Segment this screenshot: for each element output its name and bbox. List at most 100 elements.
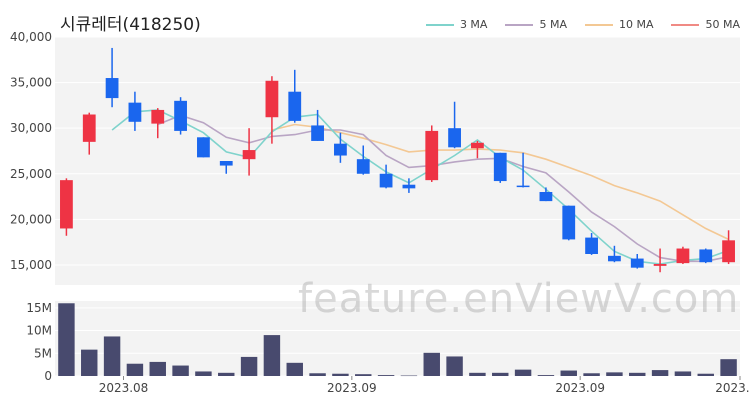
volume-series <box>58 303 737 377</box>
candle <box>82 112 96 155</box>
candle <box>197 137 210 158</box>
candle <box>151 108 165 139</box>
price-axis-ticks: 15,000 20,000 25,000 30,000 35,000 40,000 <box>10 30 52 272</box>
candle-body <box>699 249 713 263</box>
legend-item-ma50[interactable]: 50 MA <box>671 18 740 31</box>
price-tick-label: 25,000 <box>10 167 52 181</box>
legend: 3 MA 5 MA 10 MA 50 MA <box>425 18 740 31</box>
volume-bar <box>377 375 395 376</box>
candle <box>562 205 576 241</box>
candle <box>128 91 142 131</box>
volume-bar <box>423 352 440 376</box>
watermark: feature.enViewV.com <box>298 276 740 322</box>
date-tick-label: 2023.09 <box>327 381 377 395</box>
candle-body <box>197 137 210 158</box>
volume-bar <box>446 356 463 376</box>
candle-body <box>334 143 347 156</box>
candle-body <box>128 102 142 122</box>
candle <box>402 178 416 193</box>
candle <box>219 161 233 174</box>
moving-average-lines <box>111 109 729 265</box>
candle <box>653 248 667 273</box>
volume-bar <box>103 336 121 376</box>
candle <box>676 246 690 265</box>
volume-bar <box>560 370 577 376</box>
volume-gridlines <box>55 307 740 377</box>
volume-bar <box>720 359 737 376</box>
volume-bar <box>309 373 326 376</box>
candle <box>608 245 621 263</box>
candle-body <box>516 185 530 188</box>
volume-bar <box>651 370 669 376</box>
volume-bar <box>537 375 555 376</box>
candle-body <box>288 91 302 121</box>
candle-body <box>676 248 690 264</box>
legend-item-ma3[interactable]: 3 MA <box>425 18 487 31</box>
candle-body <box>60 180 73 229</box>
volume-bar <box>674 371 692 376</box>
legend-label-ma50: 50 MA <box>705 18 740 31</box>
ma3-line <box>111 109 729 265</box>
volume-tick-label: 15M <box>26 301 52 315</box>
candle <box>516 152 530 188</box>
candle-body <box>722 240 735 263</box>
candle-body <box>653 264 667 266</box>
legend-item-ma10[interactable]: 10 MA <box>584 18 654 31</box>
candle-body <box>105 78 119 99</box>
volume-bar <box>218 372 235 376</box>
candle <box>425 125 439 182</box>
candle-body <box>174 100 187 131</box>
candle <box>699 248 713 264</box>
price-tick-label: 40,000 <box>10 30 52 44</box>
candle-body <box>562 205 576 240</box>
legend-swatch-ma3 <box>425 23 454 26</box>
candle <box>471 140 484 159</box>
candle-body <box>630 258 644 268</box>
volume-bar <box>606 372 623 376</box>
date-axis-ticks: 2023.08 2023.09 2023.09 2023.10 <box>99 376 750 395</box>
candle <box>334 132 347 163</box>
candle <box>105 47 119 108</box>
price-tick-label: 35,000 <box>10 76 52 90</box>
candle <box>379 164 393 189</box>
volume-axis-ticks: 0 5M 10M 15M <box>26 301 52 383</box>
candle-body <box>242 150 256 160</box>
candle-body <box>539 192 553 202</box>
candle-body <box>585 237 598 254</box>
ma5-line <box>157 114 729 263</box>
volume-bar <box>172 365 189 376</box>
legend-label-ma10: 10 MA <box>618 18 654 31</box>
candle <box>265 76 279 144</box>
date-tick-label: 2023.10 <box>715 381 750 395</box>
volume-bar <box>195 371 212 376</box>
candle <box>60 178 73 236</box>
volume-bar <box>240 356 258 376</box>
price-gridlines <box>55 36 740 266</box>
volume-bar <box>514 369 532 376</box>
volume-bar <box>583 373 600 376</box>
candle <box>311 109 324 141</box>
candle-body <box>311 125 324 141</box>
candle-body <box>493 152 507 182</box>
candle <box>539 187 553 202</box>
legend-swatch-ma10 <box>584 23 613 26</box>
price-tick-label: 15,000 <box>10 258 52 272</box>
date-tick-label: 2023.09 <box>555 381 605 395</box>
volume-plot-background <box>55 301 740 376</box>
volume-bar <box>286 362 303 376</box>
price-tick-label: 20,000 <box>10 212 52 226</box>
volume-tick-label: 5M <box>34 346 52 360</box>
legend-label-ma5: 5 MA <box>539 18 567 31</box>
volume-bar <box>469 372 486 376</box>
volume-bar <box>126 363 144 376</box>
candle <box>630 254 644 269</box>
volume-bar <box>492 372 509 376</box>
legend-swatch-ma5 <box>505 23 534 26</box>
candle <box>493 152 507 183</box>
price-tick-label: 30,000 <box>10 121 52 135</box>
volume-bar <box>355 374 372 376</box>
legend-item-ma5[interactable]: 5 MA <box>505 18 567 31</box>
candle-body <box>425 130 439 181</box>
candle-body <box>379 173 393 188</box>
candle-body <box>471 142 484 149</box>
